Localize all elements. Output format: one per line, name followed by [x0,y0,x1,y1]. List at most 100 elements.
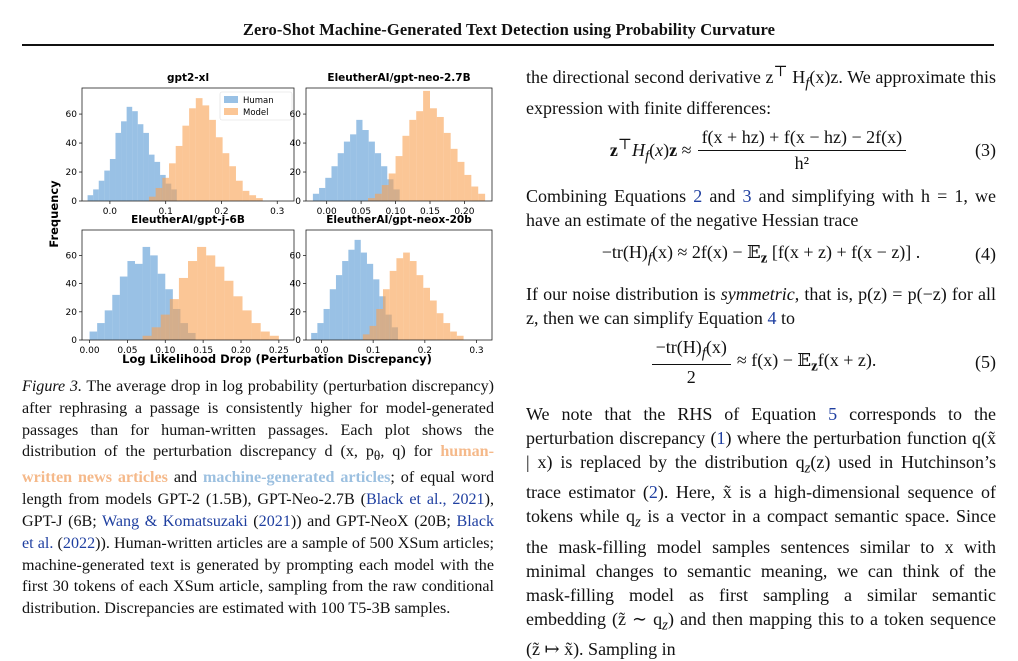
histogram-bar [256,198,263,201]
histogram-bar [311,332,318,340]
equation-ref[interactable]: 5 [828,403,838,424]
histogram-bar [368,141,375,201]
equation-ref[interactable]: 1 [716,427,726,448]
histogram-bar [402,135,410,201]
y-tick-label: 0 [295,336,301,346]
histogram-bar [323,308,330,340]
histogram-bar [464,174,472,201]
histogram-bar [249,195,257,201]
histogram-bar [269,335,279,340]
equation-ref[interactable]: 2 [693,185,703,206]
histogram-bar [478,193,486,201]
text: to [776,307,795,328]
histogram-bar [169,299,179,340]
histogram-bar [350,134,357,201]
histogram-bar [222,153,230,201]
histogram-figure: Frequency Log Likelihood Drop (Perturbat… [47,72,493,366]
y-tick-label: 0 [71,336,77,346]
paragraph: the directional second derivative z⊤ Hf(… [526,64,996,118]
x-tick-label: 0.00 [80,346,100,356]
histogram-bar [169,163,176,201]
histogram-bar [135,263,143,340]
histogram-bar [154,161,161,201]
eq-term: [f(x + z) + f(x − z)] . [767,241,921,262]
histogram-bar [471,186,479,201]
histogram-bar [142,335,152,340]
panel-title: EleutherAI/gpt-j-6B [131,214,245,226]
histogram-bar [325,177,332,201]
legend: Human Model [219,91,293,121]
eq-term: ≈ f(x) − 𝔼 [736,349,812,370]
histogram-bar [331,166,338,201]
legend-label: Model [243,108,269,118]
equation-ref[interactable]: 4 [767,307,777,328]
histogram-bar [121,121,127,201]
x-tick-label: 0.20 [454,207,474,217]
citation-link[interactable]: 2021 [258,513,291,530]
caption-text: The average drop in log probability (per… [22,378,494,461]
caption-label: Figure 3. [22,378,82,395]
text: the directional second derivative z [526,67,774,87]
histogram-bar [98,180,105,201]
histogram-bar [215,266,225,340]
eq-term: (x) ≈ 2f(x) − 𝔼 [652,241,761,262]
text: corresponds to the perturbation discrepa… [526,403,996,448]
histogram-bar [197,246,207,340]
histogram-bar [369,325,377,340]
histogram-bar [188,261,198,340]
y-tick-label: 40 [66,280,78,290]
histogram-bar [175,145,183,201]
histogram-bar [389,270,397,340]
histogram-bar [112,294,120,340]
equation-ref[interactable]: 2 [648,482,658,503]
eq-term: z [609,140,618,161]
histogram-bar [409,261,417,340]
panel-title: gpt2-xl [167,72,209,84]
equation-ref[interactable]: 3 [742,185,752,206]
histogram-bar [381,185,389,201]
axes-frame [81,229,295,341]
histogram-bar [343,141,351,201]
citation-link[interactable]: Wang & Komatsuzaki [102,513,248,530]
y-tick-label: 20 [66,168,78,178]
legend-swatch [224,108,238,115]
y-tick-label: 40 [290,139,302,149]
citation-link[interactable]: Black et al., 2021 [365,491,485,509]
histogram-bar [388,173,396,201]
histogram-bar [450,331,457,340]
histogram-bar [335,275,343,340]
caption-text: )) and GPT-NeoX (20B; [290,513,457,530]
emphasis: symmetric [720,283,795,304]
histogram-bar [395,156,403,201]
histogram-bar [436,313,444,340]
panel-title: EleutherAI/gpt-neox-20b [326,214,472,226]
histogram-bar [456,335,464,340]
histogram-bar [142,246,151,340]
histogram-bar [436,116,444,201]
histogram-bar [195,98,203,201]
histogram-bar [137,124,144,201]
histogram-bar [329,289,336,340]
histogram-bar [382,289,390,340]
y-tick-label: 60 [290,251,302,261]
histogram-bar [242,190,250,201]
panel-title: EleutherAI/gpt-neo-2.7B [327,72,470,84]
eq-term: −tr(H) [601,241,648,262]
x-tick-label: 0.3 [270,207,284,217]
caption-human-highlight: human-written news articles [22,443,494,487]
histogram-bar [354,239,361,340]
equation-number: (3) [975,140,996,161]
histogram-bar [155,187,163,201]
right-column: the directional second derivative z⊤ Hf(… [526,60,996,661]
x-tick-label: 0.15 [193,346,213,356]
histogram-bar [381,166,388,201]
histogram-bar [443,132,451,201]
histogram-bar [151,327,161,340]
paragraph: If our noise distribution is symmetric, … [526,282,996,330]
histogram-bar [342,261,349,340]
text: and [702,185,743,206]
citation-link[interactable]: Black et al. [22,513,495,552]
histogram-bar [206,255,216,340]
citation-link[interactable]: 2022 [62,534,96,552]
x-tick-label: 0.1 [159,207,173,217]
